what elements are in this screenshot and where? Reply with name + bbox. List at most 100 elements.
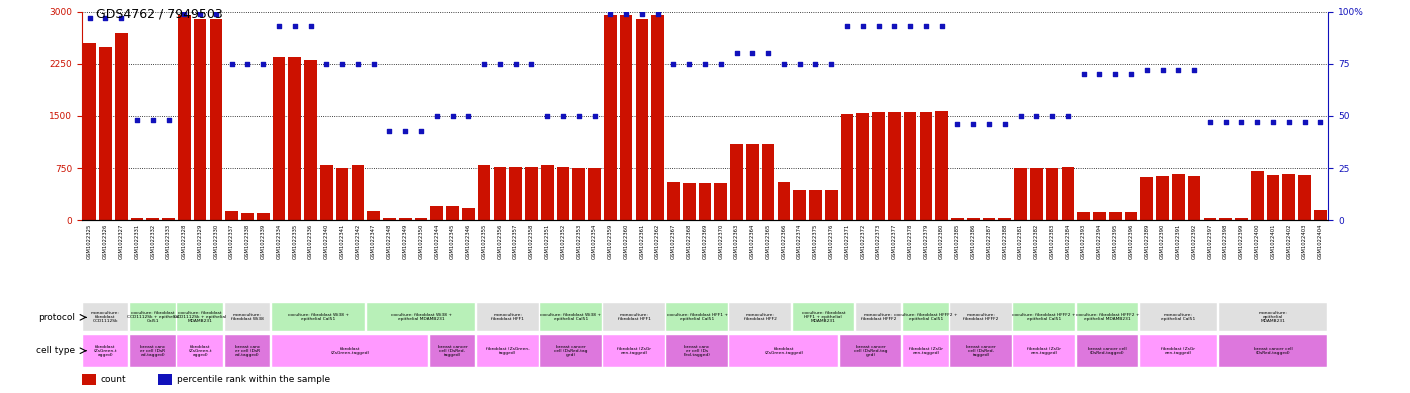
Point xyxy=(299,23,321,29)
Bar xyxy=(477,303,539,332)
Text: GSM1022401: GSM1022401 xyxy=(1270,224,1276,259)
Text: cell type: cell type xyxy=(35,346,75,355)
Text: GSM1022366: GSM1022366 xyxy=(781,224,787,259)
Bar xyxy=(840,335,901,367)
Bar xyxy=(99,46,111,220)
Point xyxy=(709,61,732,67)
Text: monoculture:
fibroblast HFF1: monoculture: fibroblast HFF1 xyxy=(491,313,525,321)
Bar xyxy=(1014,303,1074,332)
Point xyxy=(204,11,227,17)
Point xyxy=(314,61,337,67)
Bar xyxy=(1235,218,1248,220)
Bar xyxy=(651,15,664,220)
Bar xyxy=(902,303,949,332)
Bar xyxy=(1172,174,1184,220)
Bar xyxy=(967,218,980,220)
Bar xyxy=(178,303,223,332)
Text: GSM1022335: GSM1022335 xyxy=(292,224,298,259)
Bar xyxy=(1299,175,1311,220)
Text: GSM1022354: GSM1022354 xyxy=(592,224,596,259)
Bar xyxy=(320,165,333,220)
Text: GSM1022357: GSM1022357 xyxy=(513,224,517,259)
Text: GSM1022391: GSM1022391 xyxy=(1176,224,1180,259)
Text: GSM1022356: GSM1022356 xyxy=(498,224,502,259)
Bar xyxy=(840,114,853,220)
Point xyxy=(536,113,558,119)
Text: GSM1022372: GSM1022372 xyxy=(860,224,866,259)
Bar xyxy=(114,33,127,220)
Text: fibroblast
(ZsGreen-tagged): fibroblast (ZsGreen-tagged) xyxy=(330,347,369,355)
Text: GSM1022327: GSM1022327 xyxy=(118,224,124,259)
Point xyxy=(1230,119,1252,125)
Bar xyxy=(794,190,807,220)
Point xyxy=(678,61,701,67)
Text: GSM1022340: GSM1022340 xyxy=(324,224,329,259)
Text: GSM1022390: GSM1022390 xyxy=(1160,224,1165,259)
Text: GSM1022355: GSM1022355 xyxy=(482,224,486,259)
Bar xyxy=(950,335,1012,367)
Bar xyxy=(667,182,680,220)
Bar xyxy=(952,218,964,220)
Point xyxy=(788,61,811,67)
Point xyxy=(1152,67,1175,73)
Text: GSM1022352: GSM1022352 xyxy=(561,224,565,259)
Text: GDS4762 / 7949503: GDS4762 / 7949503 xyxy=(96,8,223,21)
Bar xyxy=(415,218,427,220)
Point xyxy=(393,127,416,134)
Text: GSM1022384: GSM1022384 xyxy=(1066,224,1070,259)
Bar xyxy=(950,303,1012,332)
Bar xyxy=(746,144,759,220)
Point xyxy=(1104,71,1127,77)
Text: GSM1022350: GSM1022350 xyxy=(419,224,423,259)
Point xyxy=(141,117,164,123)
Point xyxy=(1167,67,1190,73)
Bar xyxy=(368,211,379,220)
Bar xyxy=(1077,212,1090,220)
Bar xyxy=(272,335,429,367)
Text: GSM1022333: GSM1022333 xyxy=(166,224,171,259)
Bar xyxy=(1204,218,1217,220)
Text: GSM1022338: GSM1022338 xyxy=(245,224,250,259)
Point xyxy=(694,61,716,67)
Text: protocol: protocol xyxy=(38,313,75,322)
Point xyxy=(489,61,512,67)
Bar xyxy=(351,165,364,220)
Text: monoculture:
fibroblast Wi38: monoculture: fibroblast Wi38 xyxy=(231,313,264,321)
Point xyxy=(283,23,306,29)
Point xyxy=(220,61,243,67)
Text: GSM1022336: GSM1022336 xyxy=(307,224,313,259)
Point xyxy=(931,23,953,29)
Bar xyxy=(1141,177,1153,220)
Bar xyxy=(131,218,144,220)
Point xyxy=(994,121,1017,127)
Text: coculture: fibroblast Wi38 +
epithelial Cal51: coculture: fibroblast Wi38 + epithelial … xyxy=(540,313,602,321)
Text: GSM1022383: GSM1022383 xyxy=(1049,224,1055,259)
Text: GSM1022363: GSM1022363 xyxy=(735,224,739,259)
Point xyxy=(79,15,102,21)
Text: GSM1022395: GSM1022395 xyxy=(1112,224,1118,259)
Bar xyxy=(729,303,791,332)
Text: monoculture:
fibroblast HFF2: monoculture: fibroblast HFF2 xyxy=(744,313,777,321)
Point xyxy=(584,113,606,119)
Point xyxy=(426,113,448,119)
Bar xyxy=(162,218,175,220)
Bar xyxy=(856,113,869,220)
Bar xyxy=(336,168,348,220)
Bar xyxy=(888,112,901,220)
Bar xyxy=(935,111,948,220)
Point xyxy=(362,61,385,67)
Text: fibroblast (ZsGr
een-tagged): fibroblast (ZsGr een-tagged) xyxy=(909,347,943,355)
Text: GSM1022362: GSM1022362 xyxy=(656,224,660,259)
Text: GSM1022388: GSM1022388 xyxy=(1003,224,1007,259)
Text: fibroblast
(ZsGreen-t
agged): fibroblast (ZsGreen-t agged) xyxy=(93,345,117,357)
Bar xyxy=(384,218,396,220)
Bar xyxy=(226,211,238,220)
Text: GSM1022334: GSM1022334 xyxy=(276,224,282,259)
Text: GSM1022342: GSM1022342 xyxy=(355,224,361,259)
Point xyxy=(1277,119,1300,125)
Bar xyxy=(1077,335,1138,367)
Text: GSM1022368: GSM1022368 xyxy=(687,224,692,259)
Bar xyxy=(272,303,365,332)
Text: GSM1022400: GSM1022400 xyxy=(1255,224,1259,259)
Point xyxy=(505,61,527,67)
